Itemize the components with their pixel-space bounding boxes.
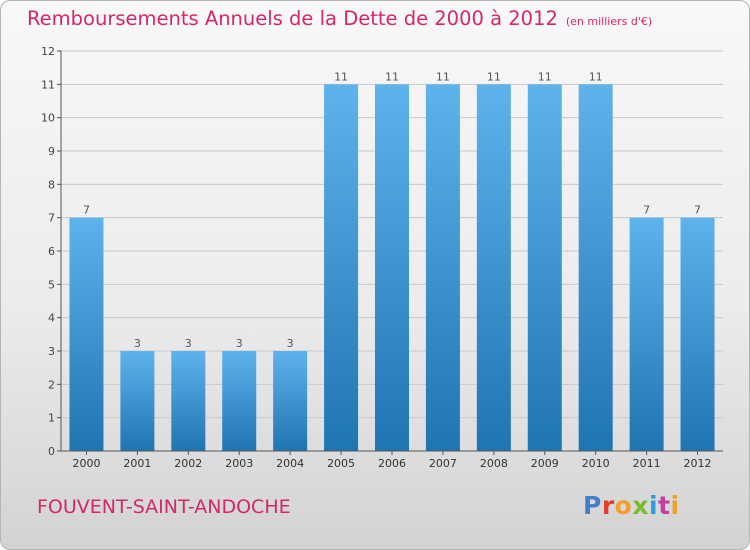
y-tick-label: 2 [48, 378, 55, 391]
x-tick-label: 2007 [429, 457, 457, 470]
data-label: 11 [334, 70, 348, 83]
data-label: 11 [538, 70, 552, 83]
x-tick-label: 2000 [72, 457, 100, 470]
logo-letter: o [614, 491, 633, 520]
logo-letter: x [632, 491, 649, 520]
chart-title: Remboursements Annuels de la Dette de 20… [27, 7, 652, 30]
y-tick-label: 6 [48, 245, 55, 258]
bar [273, 351, 308, 451]
y-tick-label: 3 [48, 345, 55, 358]
bar [324, 84, 359, 451]
logo-letter: r [601, 491, 615, 520]
logo-letter: t [658, 491, 671, 520]
x-tick-label: 2004 [276, 457, 304, 470]
bar [120, 351, 155, 451]
data-label: 3 [185, 337, 192, 350]
x-tick-label: 2006 [378, 457, 406, 470]
y-tick-label: 8 [48, 178, 55, 191]
data-label: 3 [236, 337, 243, 350]
x-tick-label: 2003 [225, 457, 253, 470]
y-tick-label: 9 [48, 145, 55, 158]
data-label: 7 [694, 204, 701, 217]
x-tick-label: 2011 [633, 457, 661, 470]
bar [527, 84, 562, 451]
bar [69, 217, 104, 451]
bar [425, 84, 460, 451]
logo-letter: i [670, 491, 680, 520]
x-tick-label: 2008 [480, 457, 508, 470]
x-tick-label: 2010 [582, 457, 610, 470]
data-label: 11 [385, 70, 399, 83]
data-label: 3 [287, 337, 294, 350]
proxiti-logo: Proxiti [583, 491, 680, 520]
chart-unit: (en milliers d'€) [565, 15, 653, 28]
x-tick-label: 2001 [123, 457, 151, 470]
y-tick-label: 10 [41, 112, 55, 125]
bar [578, 84, 613, 451]
x-tick-label: 2002 [174, 457, 202, 470]
y-tick-label: 11 [41, 78, 55, 91]
y-tick-label: 7 [48, 212, 55, 225]
data-label: 3 [134, 337, 141, 350]
y-tick-label: 0 [48, 445, 55, 458]
data-label: 7 [83, 204, 90, 217]
commune-name: FOUVENT-SAINT-ANDOCHE [37, 496, 291, 518]
x-tick-label: 2005 [327, 457, 355, 470]
bar [476, 84, 511, 451]
data-label: 7 [643, 204, 650, 217]
bar [222, 351, 257, 451]
data-label: 11 [487, 70, 501, 83]
logo-letter: i [649, 491, 659, 520]
bar [171, 351, 206, 451]
data-label: 11 [436, 70, 450, 83]
y-tick-label: 12 [41, 45, 55, 58]
bar [375, 84, 409, 451]
y-tick-label: 1 [48, 412, 55, 425]
logo-letter: P [583, 491, 602, 520]
x-tick-label: 2012 [684, 457, 712, 470]
chart-title-text: Remboursements Annuels de la Dette de 20… [27, 7, 558, 30]
y-tick-label: 4 [48, 312, 55, 325]
bar [629, 217, 664, 451]
bar [680, 217, 715, 451]
y-tick-label: 5 [48, 278, 55, 291]
x-tick-label: 2009 [531, 457, 559, 470]
data-label: 11 [589, 70, 603, 83]
